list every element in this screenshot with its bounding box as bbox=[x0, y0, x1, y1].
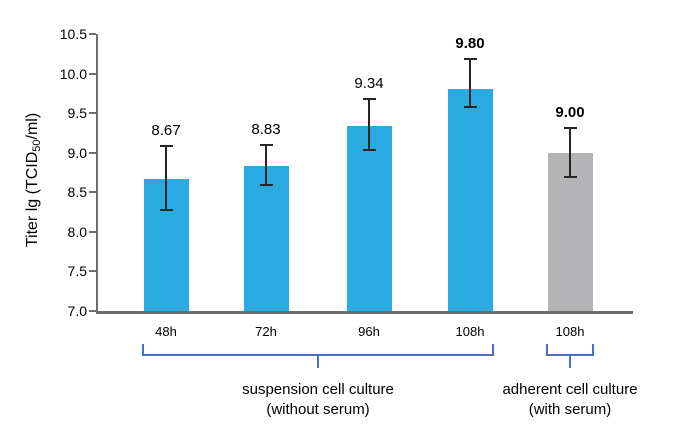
y-axis-tick bbox=[89, 72, 96, 75]
y-axis-tick-label: 7.0 bbox=[67, 303, 87, 319]
group-bracket-segment bbox=[492, 344, 494, 356]
error-bar-line bbox=[368, 98, 370, 151]
y-axis-tick bbox=[89, 33, 96, 35]
bar-suspension-108h bbox=[447, 89, 493, 311]
error-bar-cap-top bbox=[259, 143, 273, 146]
bar-value-label: 9.00 bbox=[555, 104, 585, 122]
y-axis-tick-label: 10.0 bbox=[59, 65, 87, 82]
group-label-line: suspension cell culture bbox=[242, 381, 394, 398]
error-bar-cap-bottom bbox=[463, 105, 477, 108]
bar-suspension-72h bbox=[243, 166, 289, 311]
error-bar-cap-top bbox=[159, 145, 173, 148]
y-axis-tick-label: 9.5 bbox=[67, 105, 87, 122]
group-label-line: adherent cell culture bbox=[502, 381, 638, 398]
group-bracket bbox=[546, 344, 594, 370]
error-bar-line bbox=[165, 146, 167, 210]
error-bar-cap-bottom bbox=[362, 149, 376, 152]
y-axis-tick bbox=[89, 151, 96, 154]
x-axis-category-label: 96h bbox=[358, 324, 380, 339]
group-bracket-segment bbox=[569, 354, 571, 368]
y-axis-tick-label: 9.0 bbox=[67, 144, 87, 161]
y-axis-line bbox=[96, 34, 98, 314]
bar-value-label: 9.34 bbox=[354, 74, 384, 92]
error-bar-cap-bottom bbox=[563, 176, 577, 179]
y-axis-tick bbox=[89, 230, 96, 233]
bar-value-label: 9.80 bbox=[455, 35, 485, 53]
group-label: suspension cell culture (without serum) bbox=[242, 380, 394, 420]
error-bar-cap-top bbox=[563, 127, 577, 130]
x-axis-line bbox=[96, 311, 633, 314]
y-axis-tick bbox=[89, 270, 96, 273]
y-axis-tick-label: 8.0 bbox=[67, 223, 87, 240]
group-bracket-segment bbox=[317, 354, 319, 368]
x-axis-category-label: 72h bbox=[255, 324, 277, 339]
bar-value-label: 8.83 bbox=[251, 120, 281, 138]
group-label: adherent cell culture (with serum) bbox=[502, 380, 637, 420]
y-axis-tick bbox=[89, 112, 96, 115]
group-bracket-segment bbox=[546, 344, 548, 356]
error-bar-cap-bottom bbox=[159, 208, 173, 211]
group-label-line: (without serum) bbox=[266, 401, 370, 418]
y-axis-tick-label: 10.5 bbox=[59, 26, 87, 42]
group-bracket-segment bbox=[592, 344, 594, 356]
error-bar-cap-top bbox=[362, 97, 376, 100]
error-bar-line bbox=[569, 128, 571, 178]
bar-adherent-108h bbox=[547, 152, 593, 311]
x-axis-category-label: 108h bbox=[455, 324, 485, 339]
error-bar-cap-bottom bbox=[259, 184, 273, 187]
y-axis-tick-label: 8.5 bbox=[67, 184, 87, 201]
group-bracket-segment bbox=[142, 344, 144, 356]
error-bar-line bbox=[265, 144, 267, 186]
x-axis-category-label: 48h bbox=[155, 324, 177, 339]
bar-value-label: 8.67 bbox=[151, 122, 181, 140]
error-bar-cap-top bbox=[463, 58, 477, 61]
y-axis-tick bbox=[89, 310, 96, 312]
x-axis-category-label: 108h bbox=[555, 324, 585, 339]
group-label-line: (with serum) bbox=[528, 401, 612, 418]
group-bracket bbox=[142, 344, 494, 370]
error-bar-line bbox=[469, 59, 471, 107]
bar-suspension-96h bbox=[346, 125, 392, 311]
y-axis-tick bbox=[89, 191, 96, 194]
y-axis-tick-label: 7.5 bbox=[67, 263, 87, 280]
